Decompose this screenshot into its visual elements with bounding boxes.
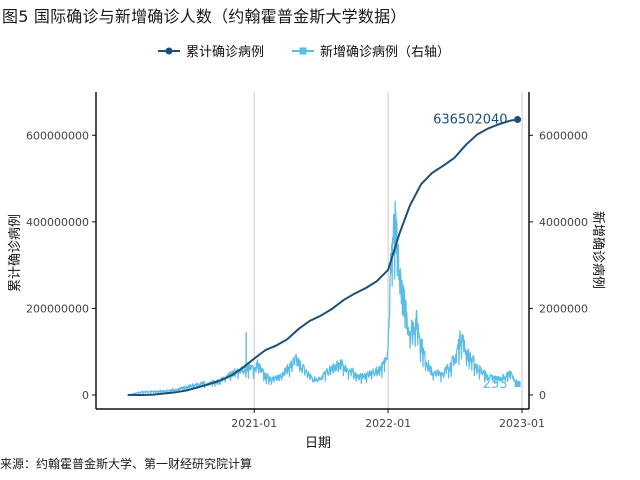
plot-area: 0 200000000 400000000 600000000 0 2000000 4000… — [26, 92, 588, 430]
legend-marker-cumulative — [165, 47, 173, 55]
x-tick-label-2: 2023-01 — [499, 417, 545, 430]
chart-title: 图5 国际确诊与新增确诊人数（约翰霍普金斯大学数据） — [2, 7, 407, 26]
y-left-tick-label-0: 0 — [82, 389, 89, 402]
series-cumulative-end-marker — [514, 115, 522, 123]
annotation-cumulative-last: 636502040 — [433, 112, 507, 127]
legend-item-daily: 新增确诊病例（右轴） — [292, 44, 450, 60]
legend: 累计确诊病例 新增确诊病例（右轴） — [158, 44, 450, 60]
y-right-tick-label-2: 4000000 — [539, 216, 588, 229]
source-note: 来源：约翰霍普金斯大学、第一财经研究院计算 — [0, 457, 253, 471]
series-daily-line — [127, 200, 519, 396]
legend-item-cumulative: 累计确诊病例 — [158, 45, 264, 60]
y-right-tick-label-3: 6000000 — [539, 129, 588, 142]
x-axis-title: 日期 — [305, 436, 331, 451]
y-left-tick-label-1: 200000000 — [26, 302, 89, 315]
legend-marker-daily — [299, 47, 307, 55]
y-axis-right-title: 新增确诊病例 — [590, 211, 606, 289]
x-tick-label-1: 2022-01 — [365, 417, 411, 430]
y-right-tick-label-1: 2000000 — [539, 302, 588, 315]
y-axis-left-title: 累计确诊病例 — [8, 214, 23, 292]
y-left-tick-label-3: 600000000 — [26, 129, 89, 142]
y-left-tick-label-2: 400000000 — [26, 216, 89, 229]
series-daily-end-marker — [514, 381, 521, 388]
series-cumulative-line — [127, 118, 518, 396]
x-tick-label-0: 2021-01 — [231, 417, 277, 430]
y-right-tick-label-0: 0 — [539, 389, 546, 402]
legend-label-daily: 新增确诊病例（右轴） — [320, 44, 450, 60]
legend-label-cumulative: 累计确诊病例 — [186, 45, 264, 60]
annotation-daily-last: 253 — [483, 377, 508, 392]
